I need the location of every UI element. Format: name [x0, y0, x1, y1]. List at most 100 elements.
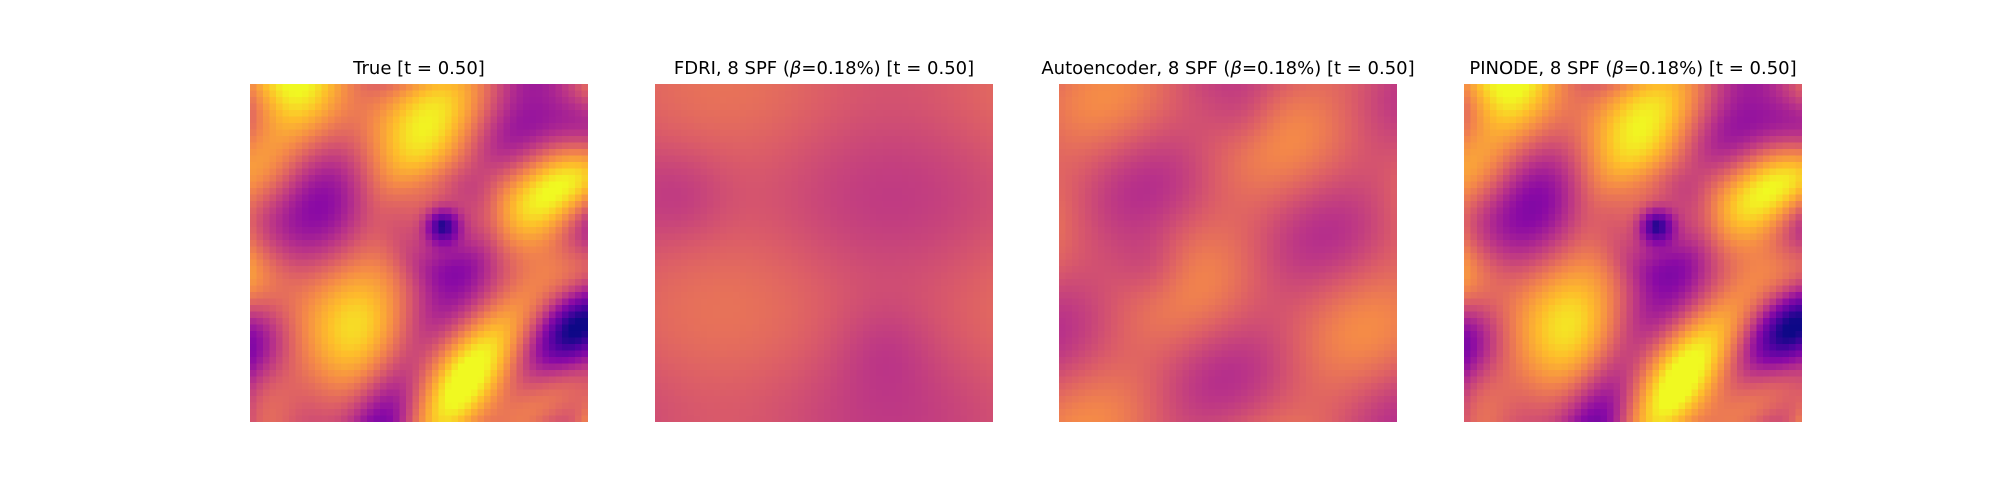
heatmap-cell — [256, 162, 264, 170]
heatmap-cell — [928, 162, 936, 170]
heatmap-cell — [497, 337, 505, 345]
heatmap-cell — [811, 123, 819, 131]
heatmap-cell — [438, 363, 446, 371]
heatmap-cell — [308, 259, 316, 267]
heatmap-cell — [354, 175, 362, 183]
heatmap-cell — [850, 253, 858, 261]
heatmap-cell — [549, 279, 557, 287]
heatmap-cell — [334, 415, 342, 422]
heatmap-cell — [484, 402, 492, 410]
heatmap-cell — [432, 318, 440, 326]
heatmap-cell — [902, 272, 910, 280]
heatmap-cell — [523, 324, 531, 332]
heatmap-cell — [445, 357, 453, 365]
heatmap-cell — [295, 129, 303, 137]
heatmap-cell — [477, 331, 485, 339]
heatmap-cell — [869, 337, 877, 345]
heatmap-cell — [549, 194, 557, 202]
heatmap-cell — [568, 181, 576, 189]
heatmap-cell — [393, 409, 401, 417]
heatmap-cell — [882, 233, 890, 241]
heatmap-cell — [542, 376, 550, 384]
heatmap-cell — [250, 116, 258, 124]
heatmap-cell — [759, 363, 767, 371]
heatmap-cell — [445, 324, 453, 332]
heatmap-cell — [529, 142, 537, 150]
heatmap-cell — [980, 344, 988, 352]
heatmap-cell — [759, 318, 767, 326]
heatmap-cell — [367, 409, 375, 417]
heatmap-cell — [549, 97, 557, 105]
heatmap-cell — [269, 214, 277, 222]
heatmap-cell — [980, 337, 988, 345]
heatmap-cell — [581, 201, 588, 209]
heatmap-cell — [681, 272, 689, 280]
heatmap-cell — [733, 220, 741, 228]
heatmap-cell — [484, 142, 492, 150]
heatmap-cell — [843, 363, 851, 371]
heatmap-cell — [490, 337, 498, 345]
heatmap-cell — [562, 227, 570, 235]
heatmap-cell — [895, 162, 903, 170]
heatmap-cell — [674, 116, 682, 124]
heatmap-cell — [908, 214, 916, 222]
heatmap-cell — [458, 201, 466, 209]
heatmap-cell — [412, 298, 420, 306]
heatmap-cell — [856, 136, 864, 144]
heatmap-cell — [785, 259, 793, 267]
heatmap-cell — [412, 350, 420, 358]
heatmap-cell — [772, 350, 780, 358]
heatmap-cell — [321, 253, 329, 261]
heatmap-cell — [425, 194, 433, 202]
heatmap-cell — [445, 116, 453, 124]
heatmap-cell — [581, 162, 588, 170]
heatmap-cell — [308, 357, 316, 365]
heatmap-cell — [263, 123, 271, 131]
heatmap-cell — [934, 337, 942, 345]
heatmap-cell — [882, 298, 890, 306]
heatmap-cell — [367, 259, 375, 267]
heatmap-cell — [869, 97, 877, 105]
heatmap-cell — [739, 350, 747, 358]
heatmap-cell — [328, 344, 336, 352]
heatmap-cell — [817, 214, 825, 222]
heatmap-cell — [302, 272, 310, 280]
heatmap-cell — [497, 402, 505, 410]
heatmap-cell — [412, 168, 420, 176]
heatmap-cell — [549, 207, 557, 215]
heatmap-cell — [471, 142, 479, 150]
heatmap-cell — [484, 363, 492, 371]
heatmap-cell — [282, 214, 290, 222]
heatmap-cell — [263, 266, 271, 274]
heatmap-cell — [315, 129, 323, 137]
heatmap-cell — [661, 253, 669, 261]
heatmap-cell — [373, 155, 381, 163]
heatmap-cell — [980, 350, 988, 358]
heatmap-cell — [739, 123, 747, 131]
heatmap-cell — [967, 246, 975, 254]
heatmap-cell — [655, 201, 663, 209]
heatmap-cell — [295, 363, 303, 371]
heatmap-cell — [973, 253, 981, 261]
heatmap-cell — [739, 194, 747, 202]
heatmap-cell — [856, 97, 864, 105]
heatmap-cell — [759, 188, 767, 196]
heatmap-cell — [863, 136, 871, 144]
heatmap-cell — [746, 344, 754, 352]
heatmap-cell — [438, 84, 446, 92]
heatmap-cell — [334, 376, 342, 384]
heatmap-cell — [432, 233, 440, 241]
heatmap-cell — [341, 188, 349, 196]
heatmap-cell — [529, 253, 537, 261]
heatmap-cell — [856, 149, 864, 157]
heatmap-cell — [399, 266, 407, 274]
heatmap-cell — [497, 318, 505, 326]
heatmap-cell — [915, 324, 923, 332]
heatmap-cell — [980, 123, 988, 131]
heatmap-cell — [458, 240, 466, 248]
heatmap-cell — [746, 214, 754, 222]
heatmap-cell — [263, 396, 271, 404]
heatmap-cell — [399, 396, 407, 404]
heatmap-cell — [406, 142, 414, 150]
heatmap-cell — [347, 324, 355, 332]
